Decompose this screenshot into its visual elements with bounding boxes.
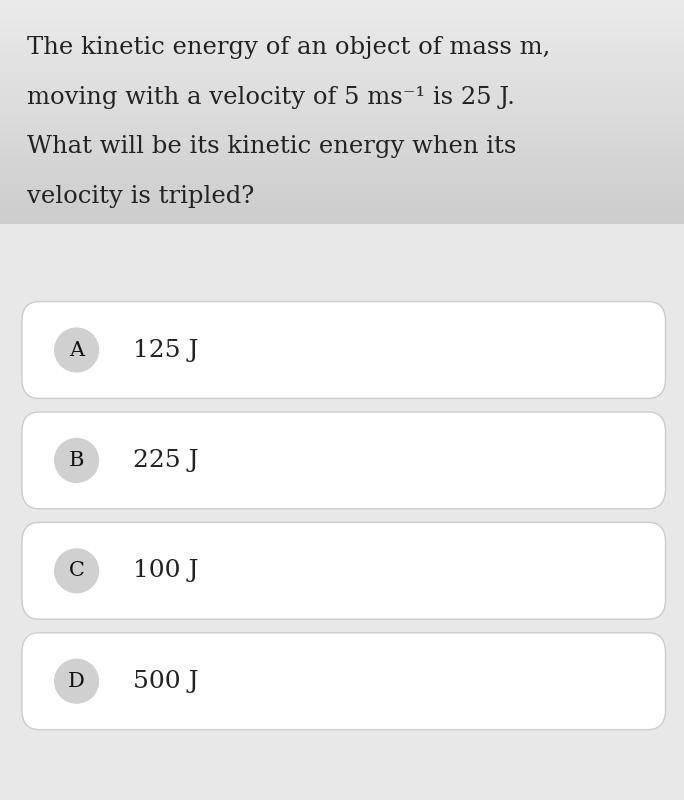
Text: velocity is tripled?: velocity is tripled? <box>27 185 254 208</box>
Text: moving with a velocity of 5 ms⁻¹ is 25 J.: moving with a velocity of 5 ms⁻¹ is 25 J… <box>27 86 515 109</box>
FancyBboxPatch shape <box>22 302 666 398</box>
Ellipse shape <box>55 438 98 482</box>
Text: C: C <box>68 562 85 580</box>
Ellipse shape <box>55 328 98 372</box>
Ellipse shape <box>55 659 98 703</box>
FancyBboxPatch shape <box>22 633 666 730</box>
Text: B: B <box>69 451 84 470</box>
Ellipse shape <box>55 549 98 593</box>
Text: The kinetic energy of an object of mass m,: The kinetic energy of an object of mass … <box>27 36 551 59</box>
Text: 225 J: 225 J <box>133 449 199 472</box>
Text: 100 J: 100 J <box>133 559 199 582</box>
Text: What will be its kinetic energy when its: What will be its kinetic energy when its <box>27 135 516 158</box>
Text: D: D <box>68 672 85 690</box>
FancyBboxPatch shape <box>22 412 666 509</box>
Text: 500 J: 500 J <box>133 670 199 693</box>
FancyBboxPatch shape <box>22 522 666 619</box>
Text: A: A <box>69 341 84 359</box>
Text: 125 J: 125 J <box>133 338 199 362</box>
